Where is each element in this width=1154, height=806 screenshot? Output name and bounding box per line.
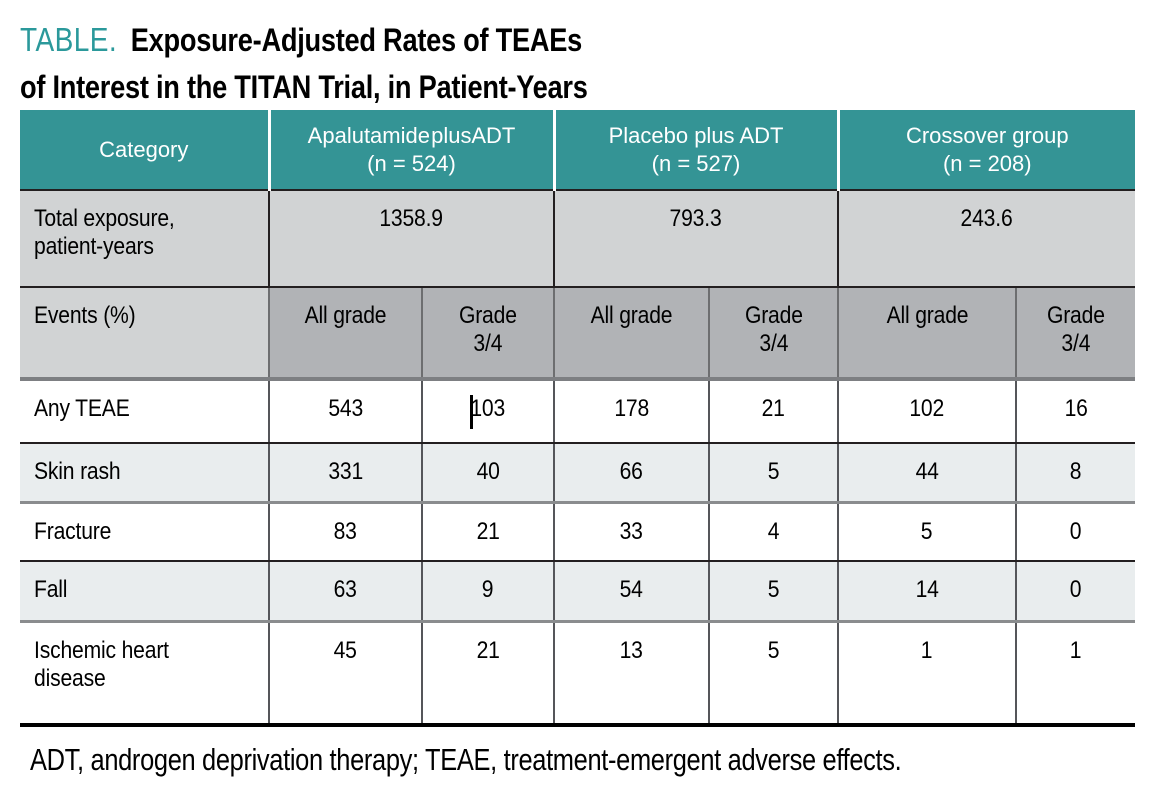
value-cell: 102 <box>838 379 1018 444</box>
subheader-grade-3-4: Grade 3/4 <box>709 287 840 381</box>
row-label: Ischemic heart disease <box>20 621 270 727</box>
value-cell: 13 <box>554 621 711 727</box>
value-cell: 54 <box>554 561 711 623</box>
value-cell: 1 <box>838 621 1018 727</box>
table-title-line1: Exposure-Adjusted Rates of TEAEs <box>130 22 583 58</box>
table-header-row: Category Apalutamide plus ADT (n = 524) … <box>20 110 1136 190</box>
value-cell: 4 <box>709 502 840 562</box>
value-cell: 9 <box>422 561 556 623</box>
column-header-crossover-group: Crossover group (n = 208) <box>838 110 1136 190</box>
row-label: Total exposure, patient-years <box>20 189 270 288</box>
group-n: (n = 524) <box>367 150 456 176</box>
value-cell: 5 <box>709 621 840 727</box>
column-header-category: Category <box>20 110 271 190</box>
value-cell: 103 <box>422 379 556 444</box>
table-row-fall: Fall 63 9 54 5 14 0 <box>20 561 1136 623</box>
value-cell: 63 <box>269 561 423 623</box>
group-n: (n = 208) <box>942 150 1032 176</box>
value-cell: 8 <box>1016 443 1136 504</box>
value-cell: 21 <box>422 502 556 562</box>
value-cell: 0 <box>1016 502 1136 562</box>
footnote: ADT, androgen deprivation therapy; TEAE,… <box>30 742 1093 778</box>
total-exposure-row: Total exposure, patient-years 1358.9 793… <box>20 189 1136 288</box>
column-header-placebo-group: Placebo plus ADT (n = 527) <box>554 110 840 190</box>
subheader-all-grade: All grade <box>554 287 711 381</box>
value-cell: 5 <box>709 443 840 504</box>
value-cell: 83 <box>269 502 423 562</box>
subheader-grade-3-4: Grade 3/4 <box>1016 287 1136 381</box>
subheader-all-grade: All grade <box>838 287 1018 381</box>
table-row-ischemic-heart-disease: Ischemic heart disease 45 21 13 5 1 1 <box>20 621 1136 727</box>
value-cell: 178 <box>554 379 711 444</box>
value-cell: 0 <box>1016 561 1136 623</box>
value-cell: 33 <box>554 502 711 562</box>
value-cell: 45 <box>269 621 423 727</box>
table-row-any-teae: Any TEAE 543 103 178 21 102 16 <box>20 379 1136 444</box>
value-cell: 5 <box>838 502 1018 562</box>
subheader-grade-3-4: Grade 3/4 <box>422 287 556 381</box>
group-name: Placebo plus ADT <box>608 122 784 148</box>
value-cell: 1 <box>1016 621 1136 727</box>
teae-rates-table: Category Apalutamide plus ADT (n = 524) … <box>20 110 1136 727</box>
group-name: Apalutamide plus ADT <box>307 122 516 148</box>
value-cell: 543 <box>269 379 423 444</box>
value-cell: 793.3 <box>554 189 840 288</box>
table-title: TABLE. Exposure-Adjusted Rates of TEAEs o… <box>20 20 688 114</box>
table-title-line2: of Interest in the TITAN Trial, in Patie… <box>20 69 588 105</box>
value-cell: 66 <box>554 443 711 504</box>
group-n: (n = 527) <box>651 150 741 176</box>
subheader-all-grade: All grade <box>269 287 423 381</box>
value-cell: 21 <box>709 379 840 444</box>
value-cell: 243.6 <box>838 189 1136 288</box>
value-cell: 16 <box>1016 379 1136 444</box>
value-cell: 5 <box>709 561 840 623</box>
footnote-text: ADT, androgen deprivation therapy; TEAE,… <box>30 742 902 777</box>
table-row-fracture: Fracture 83 21 33 4 5 0 <box>20 502 1136 562</box>
value-cell: 40 <box>422 443 556 504</box>
text-cursor-artifact <box>469 395 473 429</box>
value-cell: 21 <box>422 621 556 727</box>
table-title-tag: TABLE. <box>20 21 118 58</box>
row-label: Skin rash <box>20 443 270 504</box>
events-subheader-row: Events (%) All grade Grade 3/4 All grade… <box>20 287 1136 381</box>
value-cell: 14 <box>838 561 1018 623</box>
row-label: Any TEAE <box>20 379 270 444</box>
group-name: Crossover group <box>905 122 1069 148</box>
value-cell: 331 <box>269 443 423 504</box>
value-cell: 44 <box>838 443 1018 504</box>
table-row-skin-rash: Skin rash 331 40 66 5 44 8 <box>20 443 1136 504</box>
events-label: Events (%) <box>20 287 270 381</box>
value-cell: 1358.9 <box>269 189 556 288</box>
column-header-apalutamide-group: Apalutamide plus ADT (n = 524) <box>269 110 556 190</box>
row-label: Fall <box>20 561 270 623</box>
row-label: Fracture <box>20 502 270 562</box>
